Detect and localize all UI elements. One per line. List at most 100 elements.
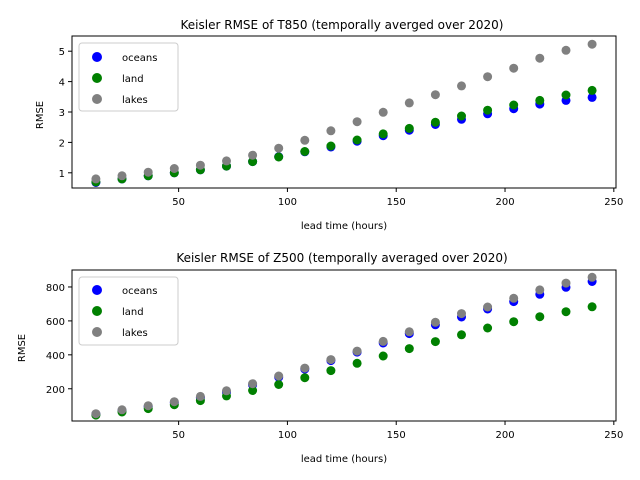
point-land xyxy=(483,105,493,115)
point-land xyxy=(404,344,414,354)
point-lakes xyxy=(404,327,414,337)
point-land xyxy=(352,135,362,145)
point-land xyxy=(404,123,414,133)
plot-frame xyxy=(71,269,617,422)
point-land xyxy=(378,129,388,139)
point-lakes xyxy=(535,53,545,63)
point-lakes xyxy=(509,63,519,73)
point-land xyxy=(274,380,284,389)
point-land xyxy=(457,330,466,340)
legend-label-land: land xyxy=(122,307,144,318)
point-land xyxy=(430,117,440,127)
point-lakes xyxy=(430,317,440,327)
point-lakes xyxy=(457,81,466,91)
y-axis-ticks: 1 2 3 4 5 xyxy=(59,47,72,180)
point-lakes xyxy=(274,371,284,381)
legend-marker-lakes xyxy=(92,327,102,337)
point-lakes xyxy=(300,135,310,145)
legend-marker-land xyxy=(92,306,102,316)
y-tick-label: 600 xyxy=(46,317,65,328)
legend-label-oceans: oceans xyxy=(122,286,157,297)
point-land xyxy=(352,358,362,368)
legend-marker-lakes xyxy=(92,94,102,104)
y-axis-ticks: 200 400 600 800 xyxy=(46,283,72,396)
point-lakes xyxy=(195,391,205,401)
x-tick-label: 100 xyxy=(278,430,297,441)
x-tick-label: 200 xyxy=(495,430,514,441)
point-lakes xyxy=(378,107,388,117)
y-axis-label: RMSE xyxy=(35,101,46,129)
x-tick-label: 250 xyxy=(604,430,623,441)
chart-t850: Keisler RMSE of T850 (temporally averged… xyxy=(35,18,623,232)
legend-label-lakes: lakes xyxy=(122,328,148,339)
x-tick-label: 50 xyxy=(172,430,185,441)
point-lakes xyxy=(378,336,388,346)
point-land xyxy=(248,157,258,167)
point-land xyxy=(378,351,388,361)
chart-title: Keisler RMSE of T850 (temporally averged… xyxy=(181,18,504,32)
point-land xyxy=(300,373,310,383)
point-lakes xyxy=(117,405,127,415)
legend-marker-oceans xyxy=(92,52,102,62)
point-land xyxy=(587,302,597,312)
point-lakes xyxy=(91,409,101,419)
point-land xyxy=(509,100,519,110)
data-points xyxy=(91,272,597,420)
legend: oceans land lakes xyxy=(78,276,179,346)
point-lakes xyxy=(430,90,440,100)
x-axis-ticks: 50 100 150 200 250 xyxy=(172,421,623,441)
point-lakes xyxy=(143,167,153,177)
point-land xyxy=(561,90,571,100)
x-axis-label: lead time (hours) xyxy=(301,221,387,232)
point-lakes xyxy=(117,171,127,181)
y-axis-label: RMSE xyxy=(17,334,28,362)
point-land xyxy=(509,317,519,327)
point-lakes xyxy=(326,126,336,136)
x-axis-label: lead time (hours) xyxy=(301,454,387,465)
point-lakes xyxy=(483,302,493,312)
chart-title: Keisler RMSE of Z500 (temporally average… xyxy=(176,251,507,265)
y-tick-label: 400 xyxy=(46,351,65,362)
point-lakes xyxy=(300,363,310,373)
point-lakes xyxy=(561,45,571,55)
point-lakes xyxy=(326,355,336,365)
point-land xyxy=(430,337,440,347)
point-lakes xyxy=(274,143,284,153)
point-lakes xyxy=(352,346,362,356)
chart-z500: Keisler RMSE of Z500 (temporally average… xyxy=(17,251,623,465)
point-land xyxy=(535,95,545,105)
y-tick-label: 5 xyxy=(59,47,65,58)
point-lakes xyxy=(222,386,231,396)
x-tick-label: 100 xyxy=(278,197,297,208)
point-land xyxy=(561,307,571,317)
point-lakes xyxy=(143,401,153,411)
point-lakes xyxy=(587,272,597,282)
data-points xyxy=(91,39,597,187)
point-land xyxy=(248,386,258,395)
point-land xyxy=(457,111,466,121)
legend-marker-land xyxy=(92,73,102,83)
point-land xyxy=(483,323,493,333)
point-lakes xyxy=(248,150,258,160)
point-land xyxy=(326,366,336,376)
legend-label-oceans: oceans xyxy=(122,53,157,64)
point-lakes xyxy=(509,293,519,303)
point-lakes xyxy=(195,160,205,170)
y-tick-label: 800 xyxy=(46,283,65,294)
legend-box xyxy=(78,276,179,346)
point-land xyxy=(274,152,284,162)
y-tick-label: 200 xyxy=(46,385,65,396)
point-land xyxy=(300,147,310,156)
y-tick-label: 2 xyxy=(59,138,65,149)
legend-marker-oceans xyxy=(92,285,102,295)
legend-label-lakes: lakes xyxy=(122,95,148,106)
y-tick-label: 4 xyxy=(59,78,65,89)
point-lakes xyxy=(587,39,597,49)
point-oceans xyxy=(587,92,597,102)
x-tick-label: 200 xyxy=(495,197,514,208)
point-lakes xyxy=(561,278,571,288)
point-lakes xyxy=(169,397,179,407)
point-lakes xyxy=(404,98,414,108)
x-tick-label: 50 xyxy=(172,197,185,208)
